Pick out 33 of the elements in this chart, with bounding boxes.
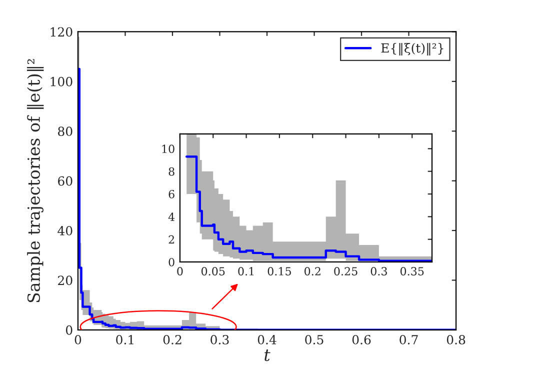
- y-tick-label: 0: [168, 258, 174, 266]
- x-tick-label: 0.25: [334, 267, 358, 276]
- y-tick-label: 8: [168, 167, 174, 176]
- x-tick-label: 0.3: [370, 267, 387, 276]
- y-tick-label: 10: [162, 144, 174, 154]
- x-tick-label: 0.7: [400, 334, 418, 344]
- y-tick-label: 80: [58, 126, 72, 136]
- x-tick-label: 0.6: [352, 334, 371, 344]
- x-tick-label: 0: [74, 334, 82, 344]
- y-tick-label: 6: [168, 190, 174, 198]
- y-tick-label: 0: [66, 325, 72, 335]
- y-tick-label: 20: [58, 276, 72, 286]
- y-tick-label: 2: [168, 235, 174, 244]
- y-tick-label: 60: [58, 176, 72, 186]
- x-tick-label: 0.3: [210, 334, 229, 344]
- x-axis-title: t: [264, 350, 270, 362]
- x-tick-label: 0.35: [400, 267, 424, 276]
- x-tick-label: 0.5: [305, 334, 324, 344]
- y-tick-label: 40: [58, 226, 72, 236]
- x-tick-label: 0.2: [304, 267, 320, 276]
- x-tick-label: 0.2: [163, 334, 182, 344]
- y-tick-label: 100: [50, 76, 72, 86]
- y-axis-title: Sample trajectories of ‖e(t)‖²: [27, 59, 44, 302]
- x-tick-label: 0.15: [268, 267, 291, 276]
- x-tick-label: 0: [177, 267, 183, 276]
- legend-label: E{‖ξ(t)‖²}: [381, 42, 444, 56]
- y-tick-label: 4: [168, 212, 175, 221]
- x-tick-label: 0.8: [446, 334, 466, 344]
- x-tick-label: 0.1: [238, 267, 254, 276]
- x-tick-label: 0.1: [116, 334, 134, 344]
- y-tick-label: 120: [50, 27, 72, 37]
- x-tick-label: 0.4: [258, 334, 276, 344]
- x-tick-label: 0.05: [201, 267, 225, 276]
